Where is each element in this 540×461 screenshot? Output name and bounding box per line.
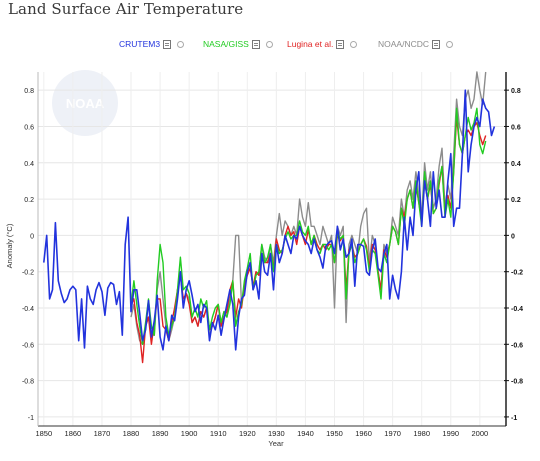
series-line-nasa-giss (130, 107, 487, 345)
x-tick-label: 1920 (239, 429, 256, 438)
y-tick-label-right: -0.8 (511, 379, 523, 386)
legend-label: CRUTEM3 (119, 39, 161, 49)
gridlines (38, 72, 506, 426)
axes (37, 72, 509, 427)
y-tick-label-left: -0.8 (22, 379, 34, 386)
legend-item-noaa-ncdc[interactable]: NOAA/NCDC (378, 39, 454, 49)
y-tick-label-right: -1 (511, 415, 517, 422)
y-tick-label-right: 0.8 (511, 88, 521, 95)
tick-labels: 0.8 0.8 0.6 0.6 0.4 0.4 0.2 0.2 0 0 -0.2 -0.2 -0.4 -0… (22, 88, 523, 438)
document-icon[interactable] (336, 39, 345, 49)
x-tick-label: 1940 (297, 429, 314, 438)
x-tick-label: 1960 (355, 429, 372, 438)
y-tick-label-right: -0.4 (511, 306, 523, 313)
x-tick-label: 2000 (471, 429, 488, 438)
x-tick-label: 1900 (181, 429, 198, 438)
document-icon[interactable] (432, 39, 441, 49)
y-tick-label-left: -0.6 (22, 342, 34, 349)
y-tick-label-right: 0.4 (511, 161, 521, 168)
settings-icon[interactable] (446, 40, 454, 48)
legend-label: NASA/GISS (203, 39, 249, 49)
x-tick-label: 1930 (268, 429, 285, 438)
y-tick-label-right: 0.6 (511, 124, 521, 131)
x-tick-label: 1970 (384, 429, 401, 438)
data-series (43, 71, 496, 364)
legend-label: Lugina et al. (287, 39, 334, 49)
y-tick-label-left: 0.4 (24, 161, 34, 168)
y-tick-label-left: -1 (28, 415, 34, 422)
x-tick-label: 1990 (442, 429, 459, 438)
x-tick-label: 1860 (65, 429, 82, 438)
x-axis-label: Year (268, 439, 284, 448)
chart-legend: CRUTEM3 NASA/GISS Lugina et al. NOAA/NCD… (0, 39, 540, 55)
y-tick-label-right: -0.6 (511, 342, 523, 349)
legend-label: NOAA/NCDC (378, 39, 430, 49)
y-tick-label-left: -0.2 (22, 270, 34, 277)
x-tick-label: 1980 (413, 429, 430, 438)
settings-icon[interactable] (350, 40, 358, 48)
y-tick-label-left: -0.4 (22, 306, 34, 313)
x-tick-label: 1850 (35, 429, 52, 438)
y-tick-label-right: -0.2 (511, 270, 523, 277)
noaa-logo-text: NOAA (66, 96, 105, 111)
y-tick-label-left: 0.2 (24, 197, 34, 204)
settings-icon[interactable] (177, 40, 185, 48)
y-tick-label-left: 0 (30, 233, 34, 240)
y-tick-label-right: 0.2 (511, 197, 521, 204)
x-tick-label: 1870 (94, 429, 111, 438)
x-tick-label: 1890 (152, 429, 169, 438)
x-tick-label: 1950 (326, 429, 343, 438)
legend-item-lugina[interactable]: Lugina et al. (287, 39, 358, 49)
series-line-crutem3 (43, 89, 496, 351)
document-icon[interactable] (251, 39, 260, 49)
y-tick-label-left: 0.6 (24, 124, 34, 131)
y-tick-label-left: 0.8 (24, 88, 34, 95)
legend-item-crutem3[interactable]: CRUTEM3 (119, 39, 185, 49)
settings-icon[interactable] (265, 40, 273, 48)
page-title: Land Surface Air Temperature (8, 0, 244, 18)
legend-item-nasa-giss[interactable]: NASA/GISS (203, 39, 273, 49)
y-tick-label-right: 0 (511, 233, 515, 240)
series-line-lugina-et-al- (130, 116, 487, 364)
x-tick-label: 1910 (210, 429, 227, 438)
y-axis-label: Anomaly (°C) (5, 223, 14, 268)
x-tick-label: 1880 (123, 429, 140, 438)
document-icon[interactable] (163, 39, 172, 49)
